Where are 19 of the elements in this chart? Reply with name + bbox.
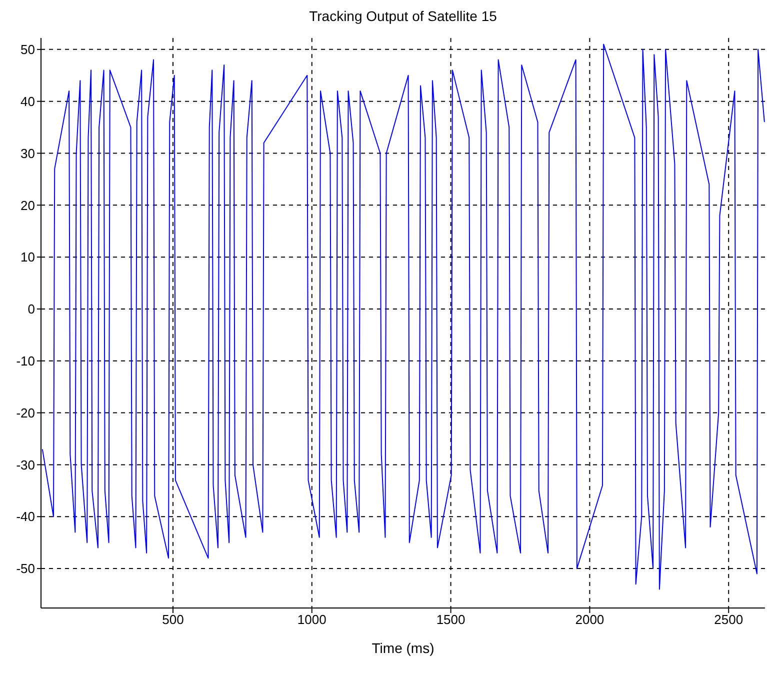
- y-tick-label: -50: [16, 561, 35, 576]
- y-tick-label: 50: [20, 42, 35, 58]
- y-tick-label: 40: [20, 94, 35, 109]
- x-tick-label: 500: [162, 612, 184, 628]
- y-tick-label: -30: [16, 457, 35, 472]
- y-tick-label: 10: [20, 250, 35, 265]
- x-tick-label: 1500: [436, 612, 466, 628]
- line-series: [42, 44, 765, 590]
- chart-title: Tracking Output of Satellite 15: [308, 8, 498, 24]
- y-tick-label: -40: [16, 509, 35, 524]
- x-axis-title: Time (ms): [370, 640, 436, 656]
- y-tick-label: -20: [16, 405, 35, 420]
- y-tick-label: 30: [20, 146, 35, 161]
- y-tick-label: 20: [20, 198, 35, 213]
- x-tick-label: 1000: [297, 612, 326, 628]
- x-tick-label: 2000: [575, 612, 604, 628]
- y-tick-label: -10: [16, 354, 35, 369]
- x-tick-label: 2500: [714, 612, 744, 628]
- y-tick-label: 0: [28, 302, 35, 317]
